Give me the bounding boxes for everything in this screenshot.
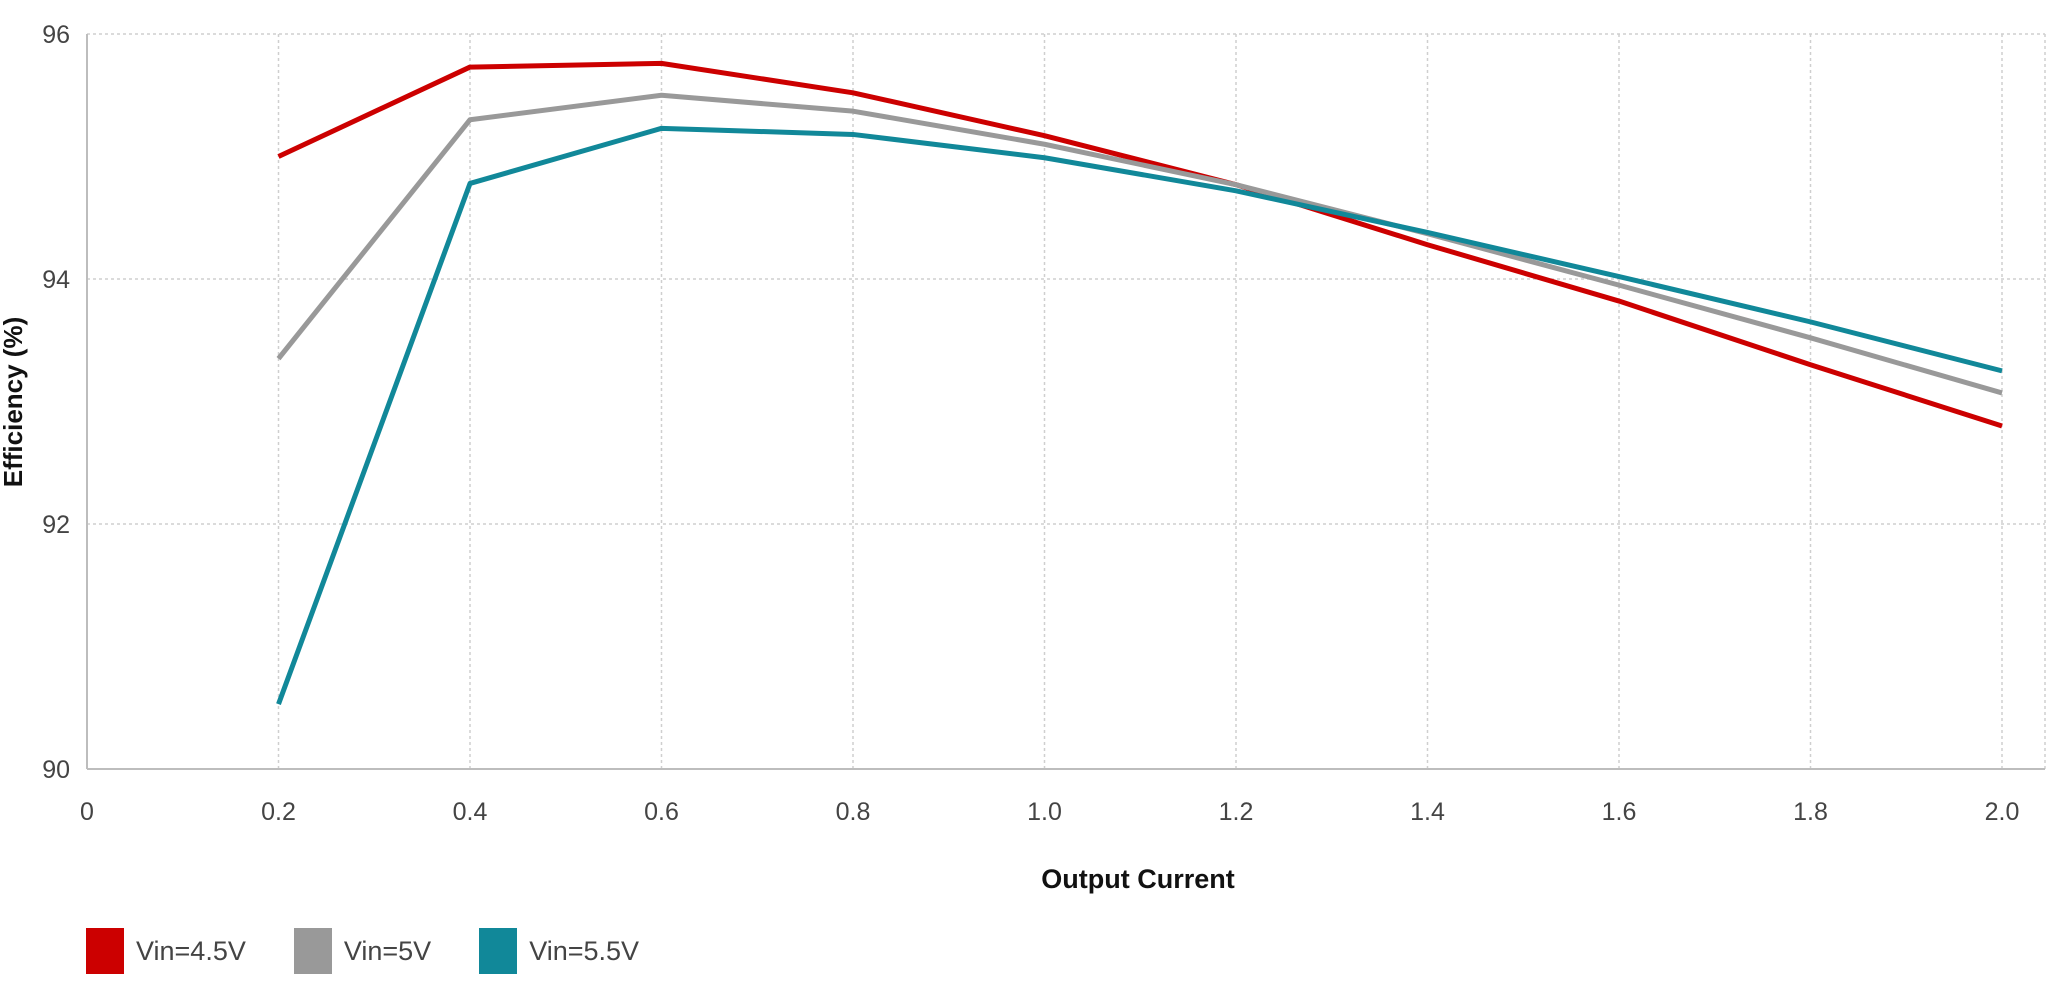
series-line-2 — [276, 92, 2003, 396]
y-tick-label: 94 — [42, 266, 70, 294]
x-axis-label: Output Current — [1041, 864, 1234, 894]
legend-swatch — [86, 928, 124, 974]
grid-lines — [87, 33, 2046, 770]
axes — [86, 34, 2045, 770]
legend-label: Vin=5V — [343, 935, 432, 966]
x-tick-label: 1.8 — [1793, 798, 1828, 826]
x-tick-label: 1.6 — [1602, 798, 1637, 826]
x-tick-label: 0.4 — [453, 798, 488, 826]
y-tick-label: 90 — [42, 756, 70, 784]
y-tick-labels: 90 92 94 96 — [42, 21, 70, 784]
legend-item-vin-4-5: Vin=4.5V — [86, 928, 246, 974]
x-tick-label: 1.2 — [1219, 798, 1254, 826]
legend-item-vin-5-5: Vin=5.5V — [479, 928, 639, 974]
legend-swatch — [293, 928, 332, 974]
y-tick-label: 92 — [42, 511, 70, 539]
legend-swatch — [479, 928, 518, 974]
x-tick-labels: 0 0.2 0.4 0.6 0.8 1.0 1.2 1.4 1.6 1.8 2.0 — [80, 798, 2019, 826]
legend-label: Vin=4.5V — [136, 935, 246, 966]
y-axis-label: Efficiency (%) — [0, 317, 28, 488]
legend: Vin=4.5V Vin=5V Vin=5.5V — [86, 928, 687, 974]
x-tick-label: 0.8 — [836, 798, 871, 826]
x-tick-label: 0.6 — [644, 798, 679, 826]
series-line-1 — [277, 60, 2003, 429]
x-tick-label: 1.0 — [1027, 798, 1062, 826]
legend-label: Vin=5.5V — [529, 935, 640, 966]
x-tick-label: 2.0 — [1985, 798, 2020, 826]
series-lines — [276, 60, 2003, 705]
legend-item-vin-5: Vin=5V — [293, 928, 432, 974]
x-tick-label: 0 — [80, 798, 94, 826]
x-tick-label: 0.2 — [261, 798, 296, 826]
x-tick-label: 1.4 — [1410, 798, 1445, 826]
y-tick-label: 96 — [42, 21, 70, 49]
series-line-3 — [276, 125, 2003, 705]
